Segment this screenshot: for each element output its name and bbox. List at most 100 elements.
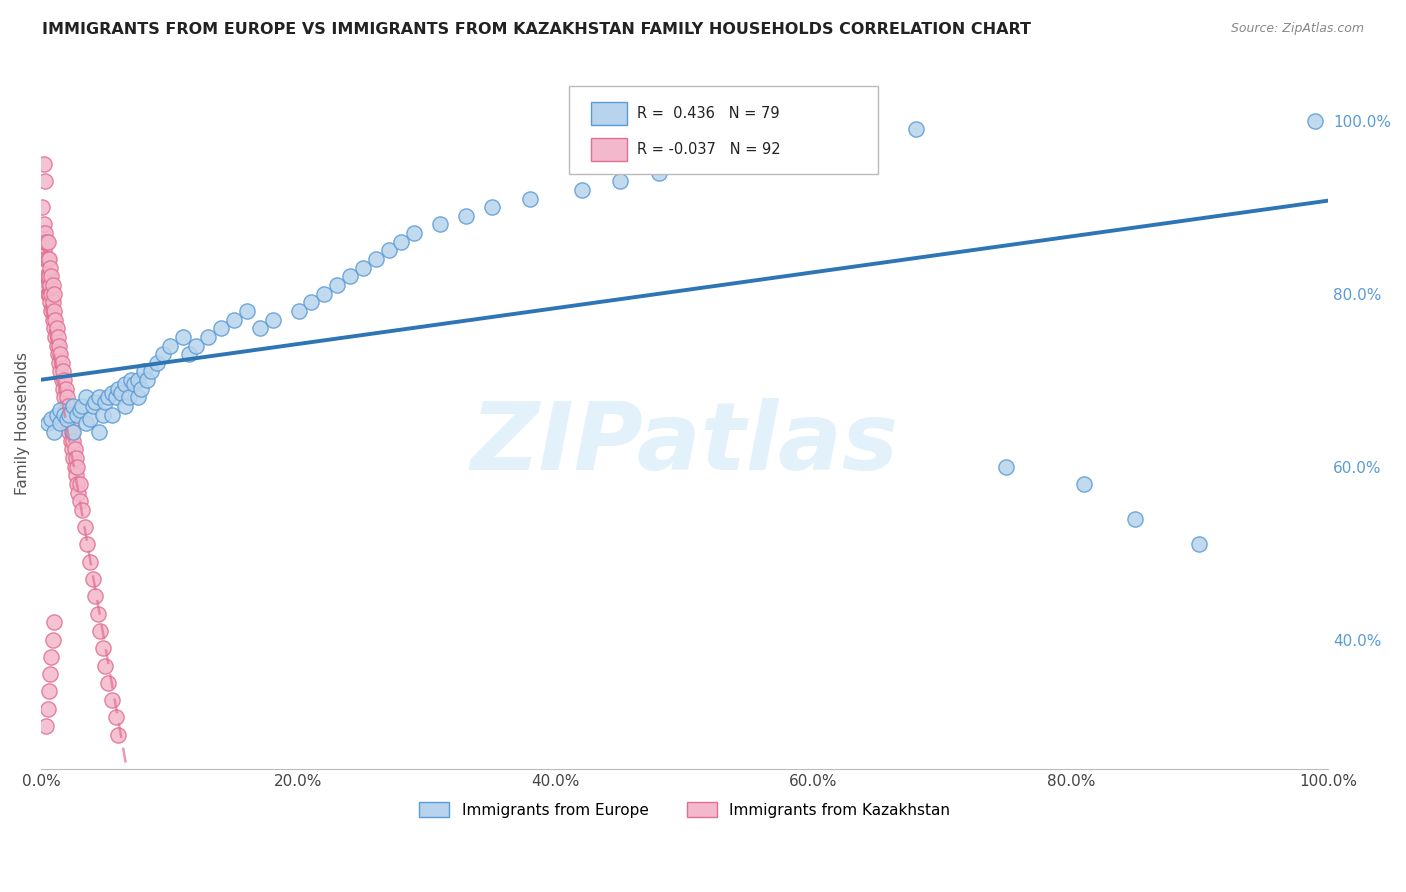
Text: R = -0.037   N = 92: R = -0.037 N = 92 (637, 142, 780, 157)
Point (41, 286, 63, 301)
Bar (591, 102, 627, 125)
Point (72, 399, 94, 413)
Point (209, 321, 232, 335)
Point (117, 391, 139, 405)
Point (110, 386, 132, 401)
Point (62, 450, 84, 465)
Point (648, 165, 671, 179)
Point (97, 391, 120, 405)
Point (32, 218, 55, 232)
Point (58, 425, 80, 439)
Point (35, 252, 58, 266)
Point (37, 286, 59, 301)
Point (429, 218, 451, 232)
Bar (591, 137, 627, 161)
Point (66, 476, 89, 491)
Point (107, 728, 129, 742)
Point (65, 450, 87, 465)
Point (79, 555, 101, 569)
Point (84, 590, 107, 604)
Point (41, 269, 63, 284)
Point (139, 364, 162, 378)
Point (146, 356, 169, 370)
Text: R =  0.436   N = 79: R = 0.436 N = 79 (637, 106, 780, 121)
Point (45, 321, 67, 335)
Point (87, 391, 110, 405)
Point (72, 503, 94, 517)
Point (37, 417, 59, 431)
Point (38, 252, 60, 266)
Point (56, 412, 79, 426)
Point (67, 485, 90, 500)
Point (73, 520, 96, 534)
Point (65, 468, 87, 483)
Point (55, 382, 77, 396)
Point (55, 399, 77, 413)
Point (1303, 113, 1326, 128)
Point (46, 330, 69, 344)
Point (1073, 476, 1095, 491)
Point (44, 330, 66, 344)
Point (34, 252, 56, 266)
Point (609, 174, 631, 188)
Point (132, 364, 155, 378)
Point (58, 408, 80, 422)
Point (38, 286, 60, 301)
Point (236, 304, 259, 318)
Point (39, 667, 62, 681)
Point (481, 200, 503, 214)
Point (314, 286, 336, 301)
Point (352, 260, 374, 275)
Point (52, 382, 75, 396)
Point (91, 641, 114, 656)
Point (122, 377, 145, 392)
Point (66, 408, 89, 422)
Point (41, 649, 63, 664)
Point (197, 330, 219, 344)
Point (37, 269, 59, 284)
Point (39, 295, 62, 310)
Point (56, 417, 79, 431)
Point (711, 148, 734, 162)
Point (326, 278, 349, 293)
Point (224, 312, 246, 326)
Point (41, 295, 63, 310)
Point (42, 304, 65, 318)
Point (104, 391, 127, 405)
Point (45, 408, 67, 422)
Text: IMMIGRANTS FROM EUROPE VS IMMIGRANTS FROM KAZAKHSTAN FAMILY HOUSEHOLDS CORRELATI: IMMIGRANTS FROM EUROPE VS IMMIGRANTS FRO… (42, 22, 1031, 37)
Point (41, 304, 63, 318)
Point (42, 615, 65, 630)
Point (94, 658, 117, 673)
Point (39, 260, 62, 275)
Point (1188, 537, 1211, 551)
Point (51, 373, 73, 387)
Point (114, 399, 136, 413)
Point (59, 417, 82, 431)
Point (37, 252, 59, 266)
Point (38, 684, 60, 698)
Point (53, 373, 76, 387)
Point (42, 286, 65, 301)
Point (56, 399, 79, 413)
Point (152, 347, 174, 361)
Point (59, 434, 82, 448)
Point (62, 425, 84, 439)
Point (44, 312, 66, 326)
Point (299, 295, 322, 310)
Point (120, 373, 142, 387)
Point (34, 174, 56, 188)
Point (31, 226, 53, 240)
Point (41, 412, 63, 426)
Point (94, 394, 117, 409)
Point (69, 494, 91, 508)
Point (37, 702, 59, 716)
Point (97, 675, 120, 690)
Point (135, 373, 157, 387)
Point (84, 394, 107, 409)
Point (364, 252, 387, 266)
Point (1123, 511, 1146, 525)
Point (35, 719, 58, 733)
Point (53, 408, 76, 422)
Point (184, 338, 207, 352)
